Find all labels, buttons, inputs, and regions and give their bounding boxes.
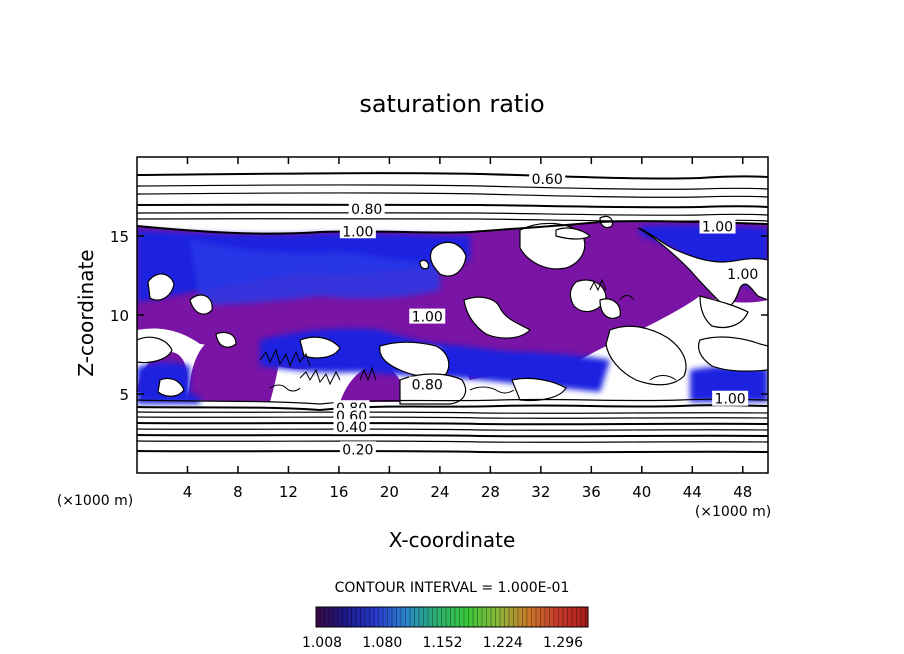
contour-label: 1.00 — [702, 220, 733, 236]
y-tick-label: 15 — [110, 228, 129, 246]
contour-label: 1.00 — [715, 392, 746, 408]
x-tick-label: 36 — [582, 483, 601, 501]
contour-label: 1.00 — [412, 310, 443, 326]
x-axis: 4 8 12 16 20 24 28 32 36 40 44 48 — [183, 157, 752, 501]
contour-label-background — [339, 223, 376, 239]
contour-label-background — [339, 441, 376, 457]
colorbar-tick-label: 1.008 — [302, 635, 342, 651]
y-axis-label: Z-coordinate — [74, 249, 98, 376]
supersaturated-plume-1 — [188, 302, 282, 402]
x-unit-label-right: (×1000 m) — [695, 504, 771, 520]
contour-label: 0.80 — [412, 378, 443, 394]
x-tick-label: 8 — [233, 483, 243, 501]
x-tick-label: 16 — [329, 483, 348, 501]
colorbar-tick-labels: 1.008 1.080 1.152 1.224 1.296 — [302, 635, 583, 651]
contour-lines-scattered — [259, 278, 677, 394]
y-axis: 5 10 15 — [110, 228, 768, 404]
x-unit-label-left: (×1000 m) — [57, 493, 133, 509]
x-axis-label: X-coordinate — [389, 528, 516, 552]
contour-labels: 0.600.801.001.001.001.000.801.000.800.60… — [333, 171, 761, 458]
x-tick-label: 4 — [183, 483, 193, 501]
blue-layer-mid — [190, 240, 440, 305]
contour-lines-upper — [137, 172, 768, 235]
colorbar-tick-label: 1.080 — [362, 635, 402, 651]
x-tick-label: 32 — [531, 483, 550, 501]
contour-lines-lower — [137, 398, 768, 454]
contour-label-background — [348, 201, 385, 217]
contour-label-background — [712, 390, 749, 406]
x-tick-label: 12 — [279, 483, 298, 501]
contour-label-background — [699, 218, 736, 234]
contour-label: 0.80 — [351, 202, 382, 218]
chart-title: saturation ratio — [359, 90, 544, 118]
contour-label-background — [529, 171, 566, 187]
contour-label-background — [724, 265, 761, 281]
unsaturated-regions — [137, 215, 768, 405]
x-tick-label: 28 — [481, 483, 500, 501]
colorbar-tick-label: 1.152 — [422, 635, 462, 651]
plot-area: 0.600.801.001.001.001.000.801.000.800.60… — [137, 171, 768, 458]
contour-label-background — [409, 308, 446, 324]
contour-interval-text: CONTOUR INTERVAL = 1.000E-01 — [335, 580, 570, 596]
y-tick-label: 10 — [110, 307, 129, 325]
x-tick-label: 44 — [683, 483, 702, 501]
x-tick-label: 20 — [380, 483, 399, 501]
x-tick-label: 48 — [733, 483, 752, 501]
contour-label-background — [409, 376, 446, 392]
colorbar-tick-label: 1.224 — [483, 635, 523, 651]
x-tick-label: 24 — [430, 483, 449, 501]
colorbar-tick-label: 1.296 — [543, 635, 583, 651]
colorbar — [315, 606, 589, 628]
contour-label: 1.00 — [727, 267, 758, 283]
y-tick-label: 5 — [119, 386, 129, 404]
contour-label: 0.60 — [532, 172, 563, 188]
contour-label: 0.20 — [342, 442, 373, 458]
x-tick-label: 40 — [632, 483, 651, 501]
contour-label: 1.00 — [342, 224, 373, 240]
contour-label-background — [333, 419, 370, 435]
colorbar-gradient — [315, 606, 589, 628]
blue-layer-low-right — [690, 365, 768, 402]
contour-label: 0.40 — [336, 420, 367, 436]
